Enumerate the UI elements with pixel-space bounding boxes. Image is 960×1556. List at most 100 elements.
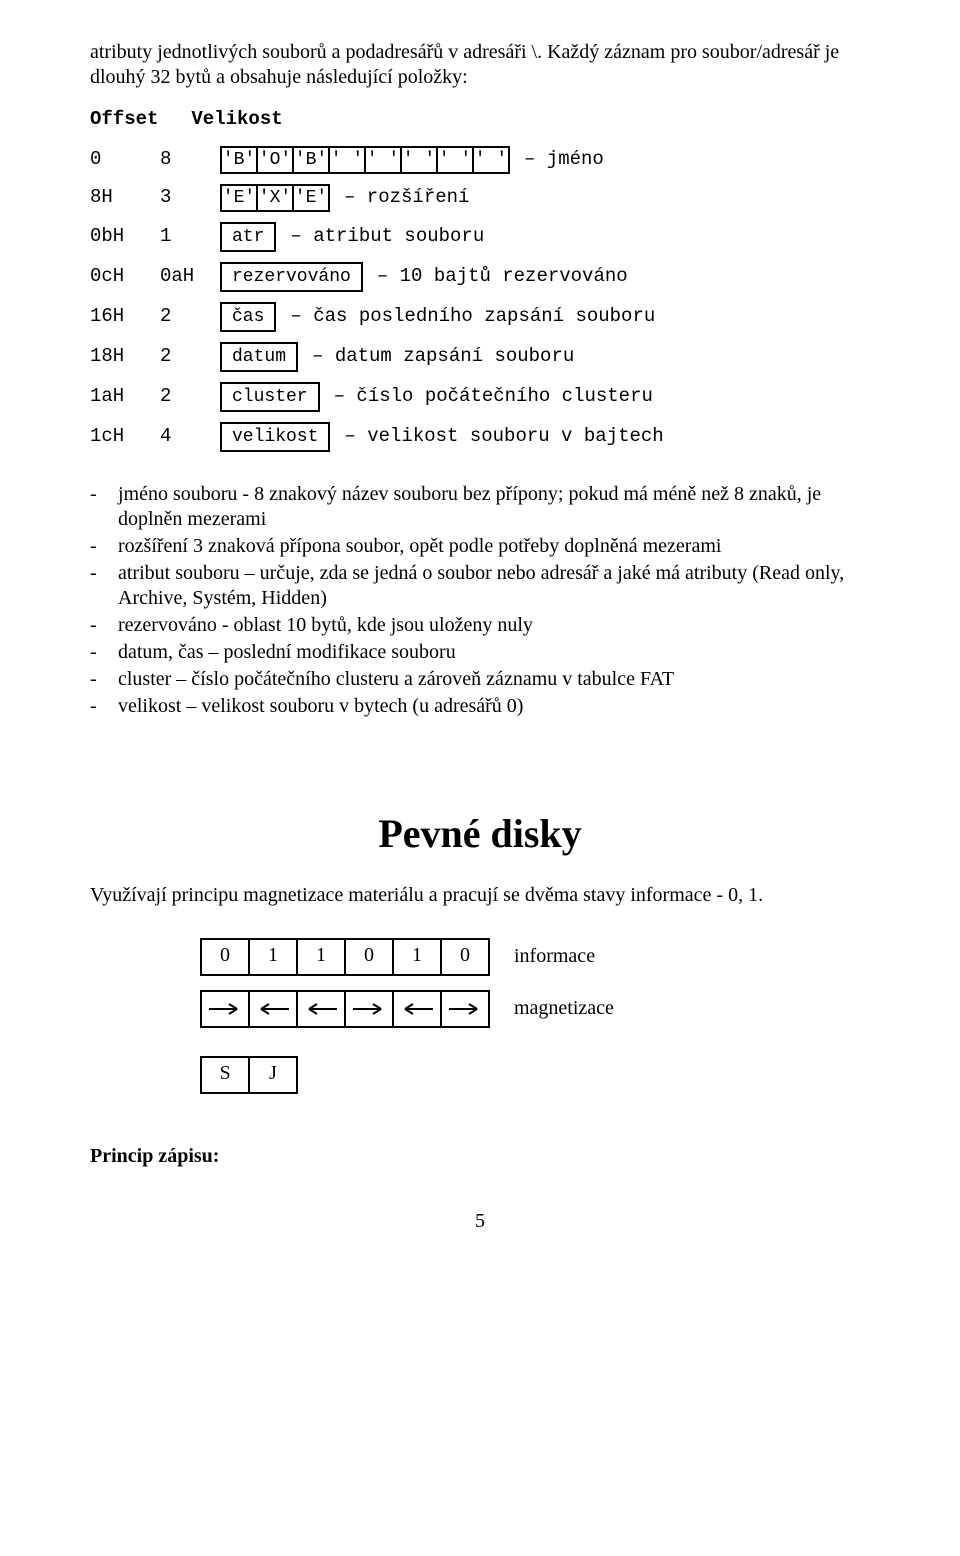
arrow-left-icon bbox=[303, 1001, 339, 1017]
diagram-row: 08'B''O''B'' '' '' '' '' '– jméno bbox=[90, 146, 870, 174]
bullet-text: velikost – velikost souboru v bytech (u … bbox=[118, 694, 870, 719]
row-offset: 18H bbox=[90, 345, 160, 369]
row-description: – datum zapsání souboru bbox=[312, 345, 870, 369]
row-offset: 16H bbox=[90, 305, 160, 329]
magnetization-cell bbox=[442, 992, 488, 1026]
bullet-text: jméno souboru - 8 znakový název souboru … bbox=[118, 482, 870, 532]
sj-cell: J bbox=[250, 1056, 298, 1094]
bullet-dash: - bbox=[90, 561, 118, 611]
magnetization-label: magnetizace bbox=[514, 996, 614, 1021]
bit-cell: 0 bbox=[442, 940, 488, 974]
bits-label: informace bbox=[514, 944, 595, 969]
byte-cell: ' ' bbox=[330, 148, 366, 172]
row-box: atr bbox=[220, 222, 276, 252]
bits-box: 011010 bbox=[200, 938, 490, 976]
bullet-list: -jméno souboru - 8 znakový název souboru… bbox=[90, 482, 870, 719]
magnetization-cell bbox=[394, 992, 442, 1026]
row-description: – rozšíření bbox=[344, 186, 870, 210]
intro-paragraph: atributy jednotlivých souborů a podadres… bbox=[90, 40, 870, 90]
diagram-row: 0bH1atr– atribut souboru bbox=[90, 222, 870, 252]
sj-cell: S bbox=[200, 1056, 250, 1094]
diagram-header: Offset Velikost bbox=[90, 108, 870, 132]
magnetization-box bbox=[200, 990, 490, 1028]
bit-cell: 1 bbox=[250, 940, 298, 974]
row-description: – atribut souboru bbox=[290, 225, 870, 249]
magnetization-diagram: 011010 informace magnetizace SJ bbox=[200, 938, 870, 1094]
row-offset: 1aH bbox=[90, 385, 160, 409]
row-offset: 0cH bbox=[90, 265, 160, 289]
row-size: 1 bbox=[160, 225, 220, 249]
row-offset: 1cH bbox=[90, 425, 160, 449]
list-item: -jméno souboru - 8 znakový název souboru… bbox=[90, 482, 870, 532]
bit-cell: 1 bbox=[394, 940, 442, 974]
row-size: 0aH bbox=[160, 265, 220, 289]
bullet-dash: - bbox=[90, 534, 118, 559]
byte-cell: 'B' bbox=[294, 148, 330, 172]
row-box: cluster bbox=[220, 382, 320, 412]
field-label: rezervováno bbox=[220, 262, 363, 292]
information-bits-row: 011010 informace bbox=[200, 938, 870, 976]
section-title: Pevné disky bbox=[90, 809, 870, 859]
row-box: 'E''X''E' bbox=[220, 184, 330, 212]
row-description: – číslo počátečního clusteru bbox=[334, 385, 870, 409]
magnetization-cell bbox=[250, 992, 298, 1026]
page-number: 5 bbox=[90, 1209, 870, 1234]
bullet-dash: - bbox=[90, 482, 118, 532]
row-offset: 8H bbox=[90, 186, 160, 210]
row-size: 4 bbox=[160, 425, 220, 449]
field-label: čas bbox=[220, 302, 276, 332]
byte-cell: 'E' bbox=[222, 186, 258, 210]
page-container: atributy jednotlivých souborů a podadres… bbox=[0, 0, 960, 1274]
arrow-left-icon bbox=[255, 1001, 291, 1017]
row-description: – 10 bajtů rezervováno bbox=[377, 265, 870, 289]
row-box: velikost bbox=[220, 422, 330, 452]
diagram-row: 0cH0aHrezervováno – 10 bajtů rezervováno bbox=[90, 262, 870, 292]
field-label: cluster bbox=[220, 382, 320, 412]
row-size: 3 bbox=[160, 186, 220, 210]
row-size: 2 bbox=[160, 345, 220, 369]
list-item: -atribut souboru – určuje, zda se jedná … bbox=[90, 561, 870, 611]
list-item: -datum, čas – poslední modifikace soubor… bbox=[90, 640, 870, 665]
row-description: – čas posledního zapsání souboru bbox=[290, 305, 870, 329]
byte-cell: 'E' bbox=[294, 186, 328, 210]
magnetization-cell bbox=[202, 992, 250, 1026]
byte-cell: ' ' bbox=[438, 148, 474, 172]
bullet-dash: - bbox=[90, 694, 118, 719]
arrow-right-icon bbox=[447, 1001, 483, 1017]
arrow-right-icon bbox=[351, 1001, 387, 1017]
diagram-row: 1aH2cluster– číslo počátečního clusteru bbox=[90, 382, 870, 412]
bullet-text: rezervováno - oblast 10 bytů, kde jsou u… bbox=[118, 613, 870, 638]
field-label: atr bbox=[220, 222, 276, 252]
bullet-text: rozšíření 3 znaková přípona soubor, opět… bbox=[118, 534, 870, 559]
field-label: datum bbox=[220, 342, 298, 372]
row-box: datum bbox=[220, 342, 298, 372]
byte-cell: 'B' bbox=[222, 148, 258, 172]
byte-cell: ' ' bbox=[366, 148, 402, 172]
princip-heading: Princip zápisu: bbox=[90, 1144, 870, 1169]
bullet-dash: - bbox=[90, 640, 118, 665]
section-intro: Využívají principu magnetizace materiálu… bbox=[90, 883, 870, 908]
diagram-row: 16H2čas – čas posledního zapsání souboru bbox=[90, 302, 870, 332]
bullet-text: cluster – číslo počátečního clusteru a z… bbox=[118, 667, 870, 692]
record-layout-diagram: Offset Velikost 08'B''O''B'' '' '' '' ''… bbox=[90, 108, 870, 452]
row-size: 2 bbox=[160, 305, 220, 329]
diagram-row: 8H3'E''X''E' – rozšíření bbox=[90, 184, 870, 212]
bit-cell: 0 bbox=[202, 940, 250, 974]
row-description: – jméno bbox=[524, 148, 870, 172]
bullet-text: atribut souboru – určuje, zda se jedná o… bbox=[118, 561, 870, 611]
arrow-left-icon bbox=[399, 1001, 435, 1017]
row-description: – velikost souboru v bajtech bbox=[344, 425, 870, 449]
row-box: čas bbox=[220, 302, 276, 332]
diagram-row: 1cH4velikost – velikost souboru v bajtech bbox=[90, 422, 870, 452]
bullet-dash: - bbox=[90, 613, 118, 638]
header-offset: Offset bbox=[90, 108, 180, 132]
magnetization-cell bbox=[298, 992, 346, 1026]
magnetization-row: magnetizace bbox=[200, 990, 870, 1028]
row-offset: 0 bbox=[90, 148, 160, 172]
row-box: 'B''O''B'' '' '' '' '' ' bbox=[220, 146, 510, 174]
list-item: -rezervováno - oblast 10 bytů, kde jsou … bbox=[90, 613, 870, 638]
byte-cell: 'O' bbox=[258, 148, 294, 172]
header-velikost: Velikost bbox=[191, 108, 282, 130]
list-item: -cluster – číslo počátečního clusteru a … bbox=[90, 667, 870, 692]
bullet-dash: - bbox=[90, 667, 118, 692]
